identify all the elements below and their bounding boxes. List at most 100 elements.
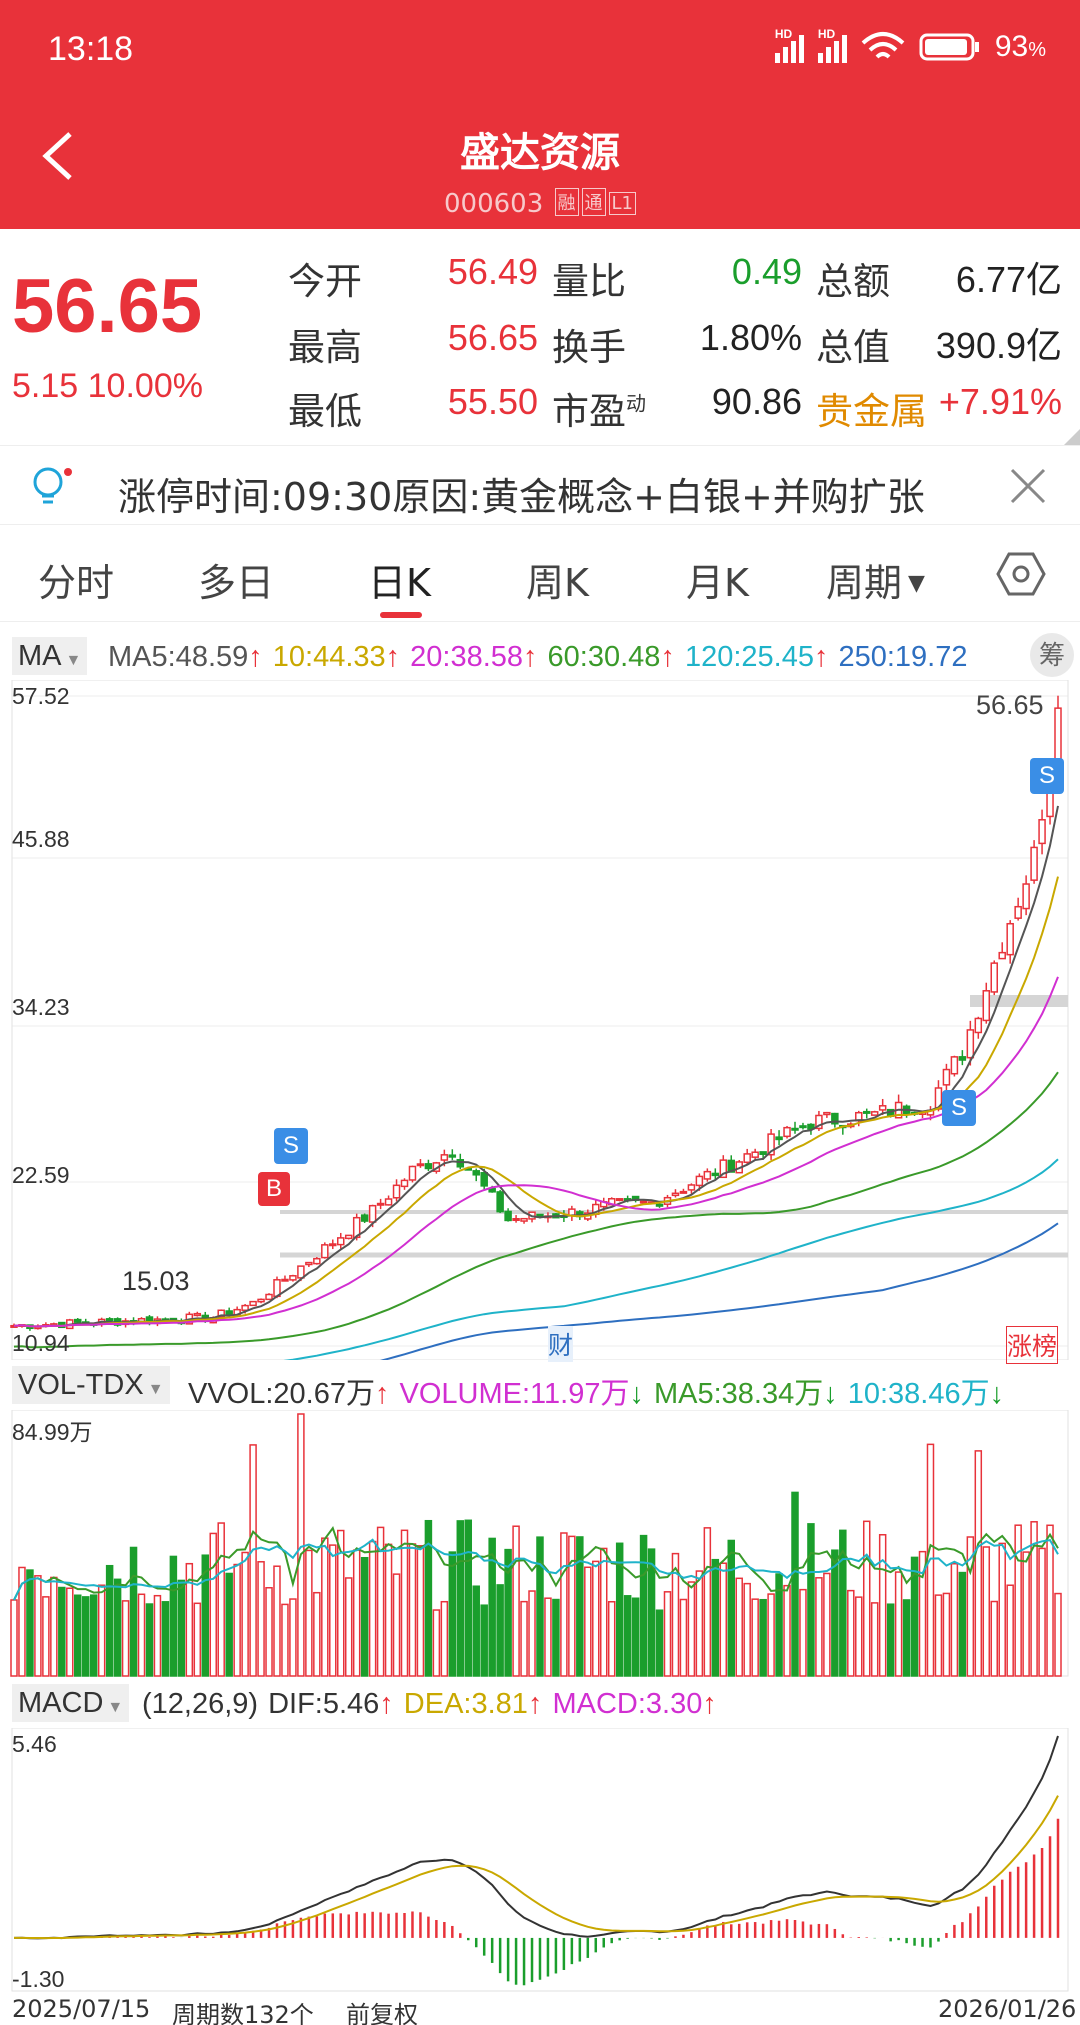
volume-bar-60 bbox=[488, 1537, 496, 1677]
volume-bar-17 bbox=[145, 1603, 154, 1677]
ma-arrow-0: ↑ bbox=[248, 641, 263, 673]
candle-body-117 bbox=[942, 1068, 951, 1086]
candle-body-99 bbox=[799, 1125, 807, 1129]
settings-hexagon-icon[interactable] bbox=[996, 550, 1046, 598]
volume-axis-max: 84.99万 bbox=[12, 1419, 93, 1445]
sell-signal-marker-1[interactable]: S bbox=[274, 1128, 308, 1164]
volume-bar-63 bbox=[512, 1525, 520, 1677]
ma-selector[interactable]: MA ▼ bbox=[12, 637, 88, 675]
volume-bar-121 bbox=[974, 1450, 983, 1677]
candle-body-47 bbox=[384, 1198, 393, 1206]
candle-body-8 bbox=[74, 1318, 82, 1323]
volume-bar-89 bbox=[719, 1562, 728, 1677]
volume-chart[interactable] bbox=[0, 1410, 1080, 1678]
macd-arrow-2: ↑ bbox=[702, 1688, 717, 1720]
label-sector[interactable]: 贵金属 bbox=[816, 390, 927, 433]
volume-bar-117 bbox=[942, 1592, 951, 1677]
label-market-cap: 总值 bbox=[816, 326, 890, 369]
volume-bar-96 bbox=[775, 1573, 783, 1677]
volume-bar-32 bbox=[265, 1587, 273, 1677]
candle-body-56 bbox=[456, 1159, 465, 1168]
volume-bar-24 bbox=[201, 1554, 210, 1677]
candle-body-107 bbox=[862, 1110, 871, 1114]
volume-bar-34 bbox=[281, 1603, 289, 1677]
macd-values: (12,26,9) DIF:5.46↑ DEA:3.81↑ MACD:3.30↑ bbox=[142, 1688, 717, 1721]
rank-marker[interactable]: 涨榜 bbox=[1006, 1326, 1059, 1364]
period-count: 周期数132个 bbox=[172, 2001, 314, 2025]
price-axis-bottom: 10.94 bbox=[12, 1330, 70, 1356]
label-open: 今开 bbox=[288, 260, 362, 303]
candle-body-118 bbox=[950, 1056, 959, 1075]
volume-bar-77 bbox=[623, 1595, 632, 1677]
candle-body-64 bbox=[520, 1217, 528, 1222]
volume-bar-84 bbox=[679, 1598, 688, 1677]
tab-monthly-k[interactable]: 月K bbox=[686, 561, 749, 605]
candle-body-31 bbox=[257, 1298, 265, 1303]
close-icon[interactable] bbox=[1010, 468, 1046, 504]
price-axis-3: 34.23 bbox=[12, 994, 70, 1020]
candle-body-54 bbox=[440, 1154, 449, 1161]
active-tab-underline bbox=[380, 612, 422, 618]
sell-signal-marker-3[interactable]: S bbox=[1030, 758, 1064, 794]
volume-bar-38 bbox=[313, 1591, 321, 1677]
tab-daily-k[interactable]: 日K bbox=[368, 561, 431, 605]
candle-body-44 bbox=[360, 1214, 369, 1222]
volume-bar-94 bbox=[759, 1598, 767, 1677]
macd-arrow-1: ↑ bbox=[527, 1688, 543, 1720]
macd-arrow-0: ↑ bbox=[379, 1688, 394, 1720]
candle-body-46 bbox=[376, 1202, 385, 1206]
candle-body-79 bbox=[639, 1200, 648, 1204]
macd-selector[interactable]: MACD ▼ bbox=[12, 1684, 130, 1722]
tab-weekly-k[interactable]: 周K bbox=[526, 561, 589, 605]
tag-level: L1 bbox=[608, 192, 636, 215]
sell-signal-marker-2[interactable]: S bbox=[942, 1090, 976, 1126]
adjust-mode[interactable]: 前复权 bbox=[346, 2001, 418, 2025]
value-pe: 90.86 bbox=[711, 381, 802, 422]
back-arrow-icon[interactable] bbox=[40, 130, 74, 182]
volume-bar-100 bbox=[807, 1523, 815, 1677]
volume-bar-1 bbox=[18, 1566, 26, 1677]
volume-bar-101 bbox=[815, 1577, 823, 1677]
ma-value-1: 10:44.33↑ bbox=[272, 641, 401, 673]
candle-body-23 bbox=[193, 1312, 202, 1317]
candle-body-129 bbox=[1038, 819, 1046, 845]
volume-bar-11 bbox=[97, 1584, 106, 1677]
notice-text: 涨停时间:09:30原因:黄金概念+白银+并购扩张 bbox=[118, 475, 925, 519]
volume-bar-99 bbox=[799, 1588, 807, 1677]
corner-fold-icon bbox=[1064, 429, 1080, 445]
limit-up-notice[interactable]: 涨停时间:09:30原因:黄金概念+白银+并购扩张 bbox=[0, 445, 1080, 525]
ma-value-4: 120:25.45↑ bbox=[684, 641, 829, 673]
ma-selector-label: MA bbox=[18, 640, 62, 672]
candle-body-83 bbox=[671, 1192, 680, 1197]
label-pe-sup: 动 bbox=[626, 391, 646, 416]
volume-selector[interactable]: VOL-TDX ▼ bbox=[12, 1366, 170, 1404]
candle-body-59 bbox=[480, 1172, 488, 1187]
volume-bar-37 bbox=[305, 1549, 313, 1677]
candle-body-38 bbox=[313, 1257, 321, 1265]
stock-code: 000603 bbox=[443, 189, 544, 219]
volume-bar-92 bbox=[743, 1582, 751, 1677]
tab-intraday[interactable]: 分时 bbox=[38, 561, 115, 605]
macd-chart[interactable] bbox=[0, 1728, 1080, 1993]
chip-distribution-button[interactable]: 筹 bbox=[1030, 633, 1074, 677]
volume-values: VVOL:20.67万↑ VOLUME:11.97万↓ MA5:38.34万↓ 10:… bbox=[188, 1370, 1004, 1408]
volume-bar-106 bbox=[855, 1596, 863, 1677]
candle-body-48 bbox=[392, 1184, 401, 1199]
low-price-marker: 15.03 bbox=[122, 1266, 190, 1296]
volume-bar-71 bbox=[576, 1536, 584, 1677]
volume-bar-15 bbox=[129, 1546, 138, 1677]
candle-body-94 bbox=[759, 1151, 767, 1155]
caret-down-icon: ▼ bbox=[147, 1381, 164, 1398]
buy-signal-marker[interactable]: B bbox=[258, 1172, 290, 1206]
candle-body-124 bbox=[998, 951, 1006, 960]
tab-multi-day[interactable]: 多日 bbox=[198, 561, 275, 605]
tab-period[interactable]: 周期 ▼ bbox=[826, 552, 925, 607]
financial-report-marker[interactable]: 财 bbox=[548, 1326, 574, 1362]
kline-chart[interactable] bbox=[0, 680, 1080, 1360]
candle-body-125 bbox=[1006, 922, 1014, 956]
ma-line-1 bbox=[13, 876, 1059, 1328]
volume-bar-41 bbox=[336, 1529, 345, 1677]
candle-body-86 bbox=[695, 1175, 704, 1187]
macd-axis-bottom: -1.30 bbox=[12, 1966, 65, 1992]
signal-icon: HD bbox=[774, 27, 804, 63]
